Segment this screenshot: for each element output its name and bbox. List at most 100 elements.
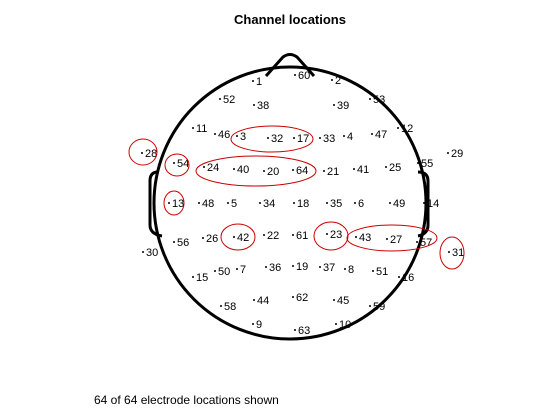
electrode-dot xyxy=(219,98,221,100)
electrode-dot xyxy=(326,233,328,235)
electrode-label: 25 xyxy=(389,162,401,174)
electrode-dot xyxy=(233,168,235,170)
electrode-label: 62 xyxy=(296,292,308,304)
electrode-label: 35 xyxy=(330,198,342,210)
electrode-label: 54 xyxy=(177,158,189,170)
electrode: 21 xyxy=(323,166,339,178)
electrode-label: 59 xyxy=(373,301,385,313)
electrode: 41 xyxy=(353,164,369,176)
electrode-dot xyxy=(236,268,238,270)
electrode: 2 xyxy=(331,75,341,87)
electrode: 34 xyxy=(259,198,275,210)
electrode: 14 xyxy=(423,198,439,210)
electrode-label: 30 xyxy=(146,247,158,259)
electrode: 20 xyxy=(263,166,279,178)
electrode-label: 51 xyxy=(376,266,388,278)
electrode-label: 52 xyxy=(223,94,235,106)
electrode: 40 xyxy=(233,164,249,176)
electrode-label: 37 xyxy=(323,262,335,274)
electrode-label: 50 xyxy=(218,266,230,278)
electrode-label: 38 xyxy=(257,100,269,112)
electrode-dot xyxy=(294,329,296,331)
electrode: 28 xyxy=(141,148,157,160)
electrode-dot xyxy=(355,236,357,238)
highlight-ring-32-17 xyxy=(230,125,314,153)
electrode-label: 58 xyxy=(224,301,236,313)
electrode-label: 64 xyxy=(296,165,308,177)
electrode-label: 19 xyxy=(296,261,308,273)
electrode-dot xyxy=(386,238,388,240)
electrode: 46 xyxy=(214,129,230,141)
electrode-dot xyxy=(335,323,337,325)
electrode-dot xyxy=(417,162,419,164)
electrode: 18 xyxy=(293,198,309,210)
electrode: 56 xyxy=(173,237,189,249)
highlight-ring-31 xyxy=(439,236,465,270)
electrode-label: 26 xyxy=(206,233,218,245)
electrode-label: 24 xyxy=(207,162,219,174)
electrode-label: 20 xyxy=(267,166,279,178)
electrode-dot xyxy=(141,152,143,154)
electrode: 48 xyxy=(198,198,214,210)
electrode-dot xyxy=(447,152,449,154)
electrode-label: 41 xyxy=(357,164,369,176)
electrode-dot xyxy=(389,202,391,204)
electrode: 54 xyxy=(173,158,189,170)
electrode-dot xyxy=(227,202,229,204)
electrode-label: 49 xyxy=(393,198,405,210)
electrode-label: 45 xyxy=(337,295,349,307)
electrode: 45 xyxy=(333,295,349,307)
electrode-dot xyxy=(168,202,170,204)
electrode: 51 xyxy=(372,266,388,278)
electrode-dot xyxy=(236,135,238,137)
electrode: 16 xyxy=(398,272,414,284)
electrode: 55 xyxy=(417,158,433,170)
electrode: 61 xyxy=(292,230,308,242)
electrode: 19 xyxy=(292,261,308,273)
electrode: 36 xyxy=(265,262,281,274)
electrode-label: 16 xyxy=(402,272,414,284)
electrode: 17 xyxy=(293,133,309,145)
electrode-dot xyxy=(173,241,175,243)
electrode-label: 53 xyxy=(373,94,385,106)
electrode: 57 xyxy=(416,237,432,249)
electrode-dot xyxy=(203,166,205,168)
electrode: 30 xyxy=(142,247,158,259)
electrode-dot xyxy=(267,137,269,139)
electrode-label: 63 xyxy=(298,325,310,337)
electrode-dot xyxy=(198,202,200,204)
electrode: 39 xyxy=(333,100,349,112)
electrode-label: 34 xyxy=(263,198,275,210)
electrode: 38 xyxy=(253,100,269,112)
electrode-label: 44 xyxy=(257,295,269,307)
highlight-ring-13 xyxy=(163,190,185,216)
electrode: 7 xyxy=(236,264,246,276)
electrode-label: 27 xyxy=(390,234,402,246)
electrode-dot xyxy=(292,296,294,298)
electrode-dot xyxy=(214,133,216,135)
electrode-dot xyxy=(259,202,261,204)
electrode-dot xyxy=(319,266,321,268)
electrode: 6 xyxy=(354,198,364,210)
electrode-label: 57 xyxy=(420,237,432,249)
electrode: 26 xyxy=(202,233,218,245)
electrode-dot xyxy=(397,127,399,129)
electrode-dot xyxy=(220,305,222,307)
electrode: 52 xyxy=(219,94,235,106)
electrode: 12 xyxy=(397,123,413,135)
electrode-dot xyxy=(331,79,333,81)
electrode-dot xyxy=(416,241,418,243)
electrode: 50 xyxy=(214,266,230,278)
electrode: 1 xyxy=(252,76,262,88)
electrode-label: 28 xyxy=(145,148,157,160)
electrode-dot xyxy=(214,270,216,272)
electrode-label: 2 xyxy=(335,75,341,87)
electrode: 44 xyxy=(253,295,269,307)
electrode-dot xyxy=(173,162,175,164)
electrode-dot xyxy=(202,237,204,239)
highlight-ring-42 xyxy=(220,223,256,251)
electrode-label: 39 xyxy=(337,100,349,112)
electrode-label: 60 xyxy=(298,70,310,82)
